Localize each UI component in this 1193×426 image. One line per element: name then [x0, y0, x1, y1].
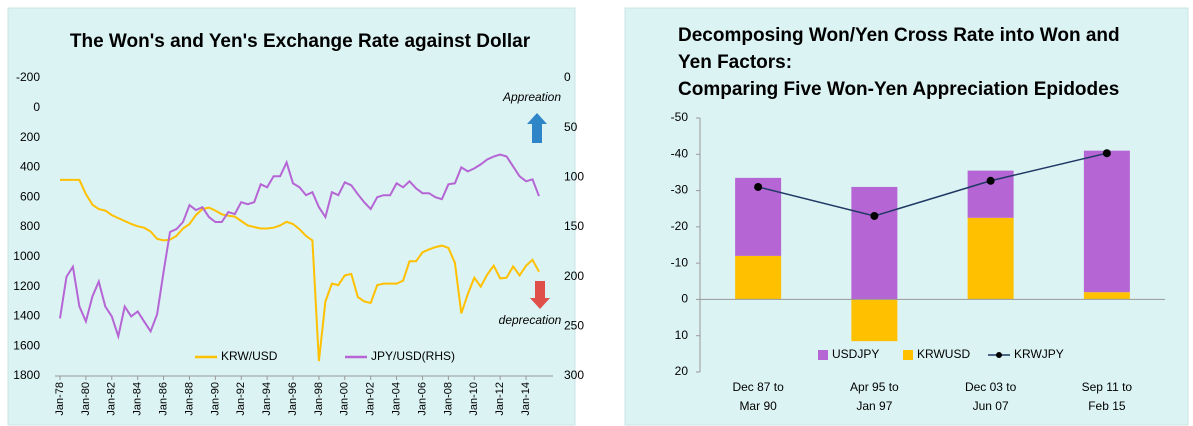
x-tick-label: Jan-04 — [391, 382, 403, 416]
x-tick-label: Jan-92 — [235, 382, 247, 416]
chart-title: Decomposing Won/Yen Cross Rate into Won … — [678, 25, 1120, 100]
series-line — [757, 152, 1108, 217]
y-tick-label: -30 — [671, 183, 689, 197]
point — [986, 176, 995, 185]
x-tick-label: Jan-94 — [261, 382, 273, 416]
y-tick-label: -40 — [671, 146, 689, 160]
bar — [967, 217, 1014, 300]
series-line — [60, 178, 540, 362]
y-tick-label: 0 — [681, 292, 688, 306]
bar — [1083, 292, 1130, 300]
bar — [851, 186, 898, 300]
x-tick-label: Jan-06 — [416, 382, 428, 416]
annotation: Appreation — [502, 90, 561, 104]
left-panel — [7, 7, 576, 426]
legend-swatch — [903, 350, 913, 360]
x-tick-label: Jan-00 — [339, 382, 351, 416]
x-tick-label: Jan-02 — [365, 382, 377, 416]
y-tick-label: 20 — [675, 364, 689, 378]
x-tick-label: Jan-78 — [54, 382, 66, 416]
up-arrow — [527, 113, 547, 143]
point — [1102, 149, 1111, 158]
x-tick-label: Jan-14 — [520, 382, 532, 416]
x-tick-label: Jan-80 — [80, 382, 92, 416]
legend-label: KRWJPY — [1014, 347, 1064, 361]
y-tick-label: 10 — [675, 328, 689, 342]
y-tick-label: -200 — [16, 70, 40, 84]
point — [870, 211, 879, 220]
x-tick-label: Jan-86 — [157, 382, 169, 416]
legend-swatch — [818, 350, 828, 360]
x-tick-label: Sep 11 to Feb 15 — [1081, 380, 1133, 413]
bar — [1083, 150, 1130, 293]
y2-tick-label: 250 — [564, 319, 584, 333]
y-tick-label: -20 — [671, 219, 689, 233]
y-tick-label: 600 — [20, 189, 40, 203]
y-tick-label: 1800 — [13, 368, 40, 382]
y-tick-label: 1600 — [13, 338, 40, 352]
series-line — [59, 153, 540, 341]
y2-tick-label: 200 — [564, 269, 584, 283]
point — [754, 182, 763, 191]
legend-swatch — [996, 352, 1002, 358]
x-tick-label: Jan-90 — [209, 382, 221, 416]
y2-tick-label: 100 — [564, 170, 584, 184]
legend-label: KRW/USD — [221, 349, 278, 363]
y-tick-label: 400 — [20, 160, 40, 174]
y2-tick-label: 0 — [564, 70, 571, 84]
x-tick-label: Jan-10 — [468, 382, 480, 416]
y-tick-label: -50 — [671, 110, 689, 124]
x-tick-label: Jan-84 — [132, 382, 144, 416]
y-tick-label: 1400 — [13, 309, 40, 323]
y-tick-label: 200 — [20, 130, 40, 144]
x-tick-label: Jan-08 — [442, 382, 454, 416]
x-tick-label: Jan-98 — [313, 382, 325, 416]
x-tick-label: Dec 03 to Jun 07 — [964, 380, 1017, 413]
legend-label: USDJPY — [832, 347, 879, 361]
x-tick-label: Jan-96 — [287, 382, 299, 416]
down-arrow — [530, 281, 550, 309]
y2-tick-label: 150 — [564, 219, 584, 233]
y-tick-label: 1200 — [13, 279, 40, 293]
x-tick-label: Jan-82 — [106, 382, 118, 416]
y-tick-label: 0 — [33, 100, 40, 114]
y-tick-label: -10 — [671, 255, 689, 269]
y2-tick-label: 300 — [564, 368, 584, 382]
x-tick-label: Jan-12 — [494, 382, 506, 416]
bar — [851, 299, 898, 342]
chart-title: The Won's and Yen's Exchange Rate agains… — [70, 31, 531, 52]
y-tick-label: 800 — [20, 219, 40, 233]
legend-label: JPY/USD(RHS) — [371, 349, 455, 363]
bar — [735, 255, 782, 300]
annotation: deprecation — [499, 313, 562, 327]
x-tick-label: Dec 87 to Mar 90 — [732, 380, 784, 413]
y2-tick-label: 50 — [564, 120, 578, 134]
x-tick-label: Jan-88 — [183, 382, 195, 416]
x-tick-label: Apr 95 to Jan 97 — [850, 380, 899, 413]
y-tick-label: 1000 — [13, 249, 40, 263]
legend-label: KRWUSD — [917, 347, 970, 361]
